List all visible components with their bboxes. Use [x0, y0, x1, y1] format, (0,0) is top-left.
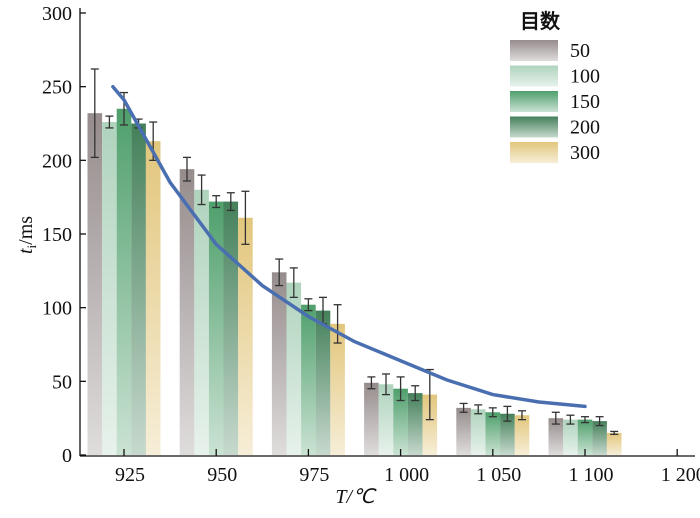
error-bar	[367, 376, 376, 390]
y-tick-label: 150	[42, 224, 72, 246]
error-bar	[474, 404, 483, 415]
error-bar	[551, 411, 560, 425]
bar-300-975	[330, 323, 345, 455]
bar-100-975	[286, 282, 302, 455]
bar-100-1000	[378, 384, 394, 455]
legend-swatch-50	[510, 40, 558, 61]
bar-300-1100	[606, 432, 622, 455]
legend-swatch-200	[510, 116, 558, 138]
bar-100-1100	[563, 419, 578, 455]
error-bar	[241, 190, 250, 245]
bar-50-975	[271, 272, 287, 455]
legend-label: 300	[570, 142, 600, 164]
bar-200-950	[223, 201, 239, 455]
legend-label: 150	[570, 91, 600, 113]
legend-label: 100	[570, 66, 600, 88]
legend-label: 200	[570, 117, 600, 139]
legend-swatch-150	[510, 91, 558, 112]
x-tick-label: 975	[299, 464, 329, 486]
bar-200-1000	[407, 393, 423, 455]
legend-label: 50	[570, 40, 590, 62]
error-bar	[581, 416, 589, 424]
legend-swatch-100	[510, 65, 558, 87]
error-bar	[488, 407, 497, 418]
x-axis-label: T/℃	[335, 486, 377, 508]
error-bar	[226, 192, 235, 212]
bar-50-925	[87, 113, 103, 455]
legend-swatch-300	[510, 142, 558, 163]
bar-100-925	[102, 122, 117, 455]
error-bar	[197, 174, 206, 206]
x-tick-label: 1 200	[661, 464, 700, 486]
legend: 目数 50 100 150 200 300	[510, 9, 600, 164]
x-tick-label: 950	[207, 464, 237, 486]
error-bar	[275, 258, 284, 287]
error-bar	[382, 373, 390, 396]
bar-50-1000	[364, 382, 379, 455]
error-bar	[411, 385, 420, 402]
error-bar	[518, 410, 526, 421]
bar-200-975	[315, 310, 331, 455]
bar-50-1100	[548, 418, 564, 455]
error-bar	[212, 195, 221, 209]
error-bar	[105, 115, 114, 129]
y-tick-label: 250	[42, 77, 72, 99]
error-bar	[425, 368, 434, 421]
error-bar	[183, 156, 191, 182]
bar-150-925	[116, 108, 132, 456]
fit-curve	[111, 84, 587, 409]
y-tick-label: 100	[42, 298, 72, 320]
error-bar	[396, 376, 405, 402]
bar-150-1000	[393, 388, 408, 455]
error-bar	[503, 405, 512, 422]
x-tick-label: 1 050	[476, 464, 521, 486]
bar-150-975	[301, 304, 316, 455]
bar-100-1050	[470, 409, 486, 455]
bar-100-950	[194, 189, 209, 456]
legend-title: 目数	[520, 9, 561, 33]
bar-300-1000	[422, 394, 438, 455]
bar-150-950	[208, 201, 224, 455]
error-bar	[610, 430, 619, 436]
error-bar	[595, 416, 604, 427]
error-bar	[90, 68, 99, 159]
bar-150-1050	[485, 412, 501, 455]
y-axis-label: ti/ms	[15, 216, 39, 254]
bar-300-925	[145, 141, 161, 455]
bar-200-1050	[500, 413, 515, 455]
bar-300-950	[238, 217, 253, 455]
bar-50-950	[179, 169, 195, 455]
x-tick-label: 1 100	[569, 464, 614, 486]
error-bar	[304, 298, 313, 312]
x-tick-label: 1 000	[384, 464, 429, 486]
y-tick-label: 50	[52, 371, 72, 393]
error-bar	[459, 402, 468, 413]
error-bar	[289, 267, 298, 299]
bar-150-1100	[577, 419, 593, 455]
bar-300-1050	[514, 415, 530, 455]
bar-200-1100	[592, 421, 607, 455]
y-tick-label: 0	[62, 445, 72, 467]
bar-200-925	[131, 123, 146, 455]
x-tick-label: 925	[115, 464, 145, 486]
error-bar	[566, 414, 575, 425]
bar-50-1050	[456, 407, 471, 455]
y-tick-label: 300	[42, 3, 72, 25]
y-tick-label: 200	[42, 150, 72, 172]
error-bar	[333, 304, 342, 344]
